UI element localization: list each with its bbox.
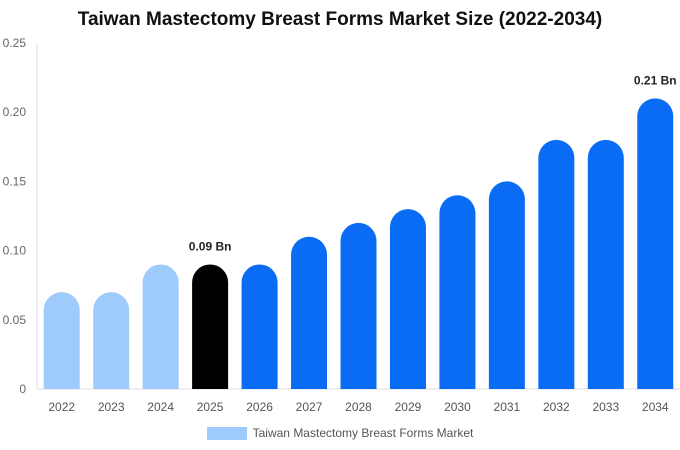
legend: Taiwan Mastectomy Breast Forms Market [0,426,680,440]
bar-2031 [488,181,525,389]
data-label: 0.21 Bn [634,73,677,87]
y-tick-label: 0 [19,382,26,396]
data-label: 0.09 Bn [189,239,232,253]
legend-swatch [206,426,247,440]
bar-2024 [142,264,179,389]
bar-2026 [241,264,278,389]
legend-label: Taiwan Mastectomy Breast Forms Market [252,426,474,440]
bar-2022 [43,292,80,389]
chart-title: Taiwan Mastectomy Breast Forms Market Si… [77,9,603,30]
bar-2030 [439,195,476,389]
bar-2032 [538,139,575,389]
x-tick-label: 2024 [147,400,174,414]
x-tick-label: 2029 [395,400,422,414]
x-tick-label: 2027 [296,400,323,414]
x-tick-label: 2026 [246,400,273,414]
x-tick-label: 2032 [543,400,570,414]
y-tick-label: 0.25 [3,36,27,50]
y-tick-label: 0.20 [3,105,27,119]
bar-2029 [389,209,426,389]
y-tick-label: 0.15 [3,174,27,188]
bar-2034 [637,98,674,390]
x-tick-label: 2025 [197,400,224,414]
x-tick-label: 2028 [345,400,372,414]
x-tick-label: 2030 [444,400,471,414]
x-tick-label: 2022 [48,400,75,414]
bar-2023 [93,292,130,389]
x-tick-label: 2033 [592,400,619,414]
x-tick-label: 2023 [98,400,125,414]
x-tick-label: 2031 [494,400,521,414]
y-tick-label: 0.10 [3,244,27,258]
y-tick-label: 0.05 [3,313,27,327]
bar-2033 [587,139,624,389]
bar-2028 [340,222,377,389]
bar-2025 [192,264,229,389]
bar-2027 [291,236,328,389]
x-tick-label: 2034 [642,400,669,414]
